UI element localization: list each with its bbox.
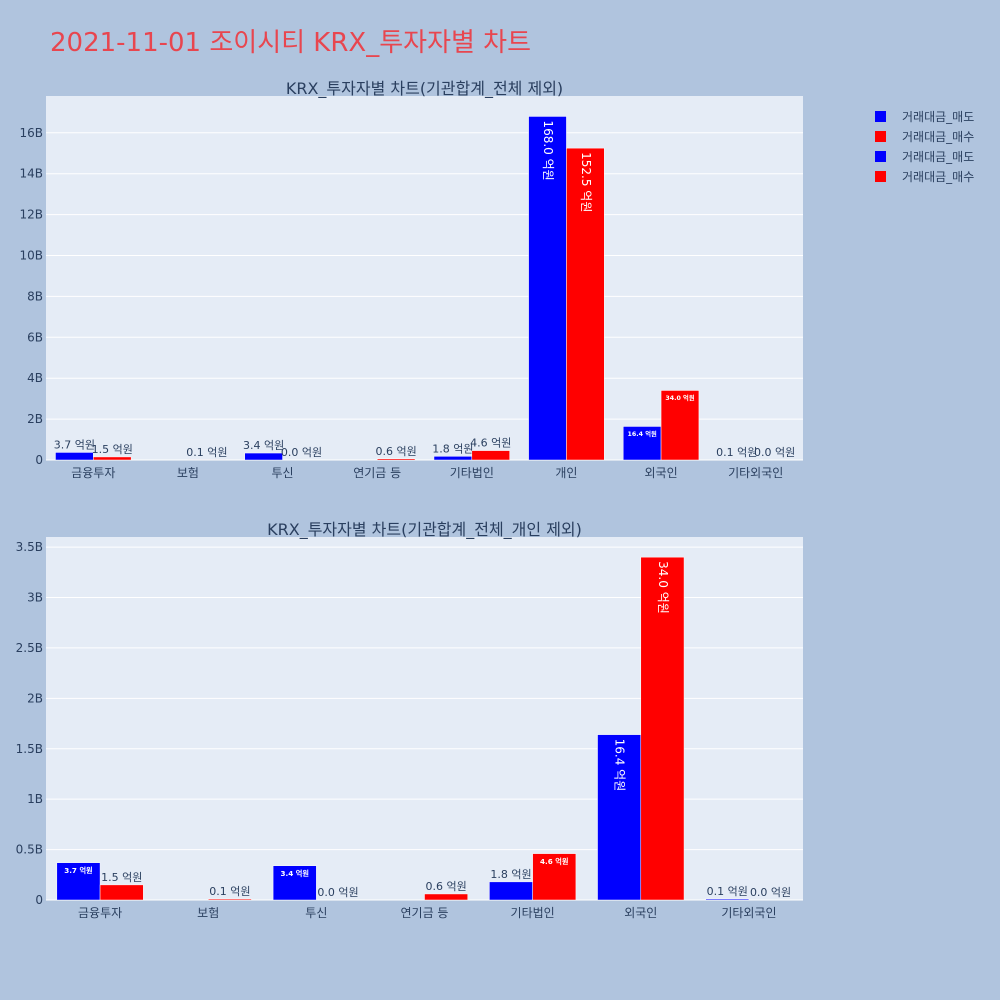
legend-item[interactable]: 거래대금_매도	[875, 106, 974, 126]
chart-title: KRX_투자자별 차트(기관합계_전체 제외)	[286, 79, 563, 99]
plot-area	[46, 537, 803, 900]
data-label: 16.4 억원	[627, 429, 657, 438]
data-label: 0.6 억원	[426, 880, 467, 893]
y-tick-label: 0	[35, 893, 43, 907]
bar	[244, 452, 283, 461]
page-title: 2021-11-01 조이시티 KRX_투자자별 차트	[50, 28, 532, 58]
data-label: 34.0 억원	[665, 393, 695, 402]
y-tick-label: 2B	[27, 412, 43, 426]
legend-item[interactable]: 거래대금_매도	[875, 146, 974, 166]
y-tick-label: 1B	[27, 792, 43, 806]
data-label: 34.0 억원	[656, 561, 670, 614]
bar	[622, 426, 662, 461]
bar	[424, 893, 469, 901]
bar	[93, 456, 132, 461]
data-label: 0.0 억원	[750, 886, 791, 899]
bar	[433, 456, 473, 461]
bar	[640, 556, 685, 901]
bar	[660, 390, 700, 461]
data-label: 1.8 억원	[432, 442, 473, 455]
x-tick-label: 투신	[305, 906, 327, 920]
data-label: 152.5 억원	[579, 152, 593, 212]
legend-swatch	[875, 170, 886, 182]
x-tick-label: 외국인	[624, 906, 657, 920]
x-tick-label: 금융투자	[78, 906, 122, 920]
data-label: 0.1 억원	[716, 446, 757, 459]
legend-label: 거래대금_매수	[902, 129, 975, 144]
x-tick-label: 개인	[555, 466, 577, 480]
x-tick-label: 기타법인	[450, 466, 494, 480]
legend-item[interactable]: 거래대금_매수	[875, 126, 974, 146]
data-label: 0.1 억원	[186, 446, 227, 459]
data-label: 16.4 억원	[613, 739, 627, 792]
legend-label: 거래대금_매수	[902, 169, 975, 184]
data-label: 0.1 억원	[209, 885, 250, 898]
legend-swatch	[875, 130, 886, 142]
y-tick-label: 8B	[27, 289, 43, 303]
data-label: 3.7 억원	[64, 866, 92, 875]
bar	[99, 884, 144, 901]
y-tick-label: 4B	[27, 371, 43, 385]
x-tick-label: 보험	[197, 906, 219, 920]
y-tick-label: 1.5B	[16, 742, 43, 756]
x-tick-label: 금융투자	[71, 466, 115, 480]
y-tick-label: 0	[35, 453, 43, 467]
legend-label: 거래대금_매도	[902, 109, 975, 124]
bar	[207, 898, 252, 901]
bar	[55, 452, 94, 461]
x-tick-label: 기타외국인	[728, 466, 783, 480]
y-tick-label: 2B	[27, 691, 43, 705]
y-tick-label: 12B	[19, 208, 43, 222]
x-tick-label: 기타외국인	[721, 906, 776, 920]
data-label: 4.6 억원	[540, 857, 568, 866]
data-label: 3.4 억원	[280, 869, 308, 878]
data-label: 0.0 억원	[754, 446, 795, 459]
y-tick-label: 2.5B	[16, 641, 43, 655]
data-label: 3.7 억원	[54, 438, 95, 451]
legend-label: 거래대금_매도	[902, 149, 975, 164]
bar	[272, 865, 317, 901]
bar	[376, 458, 416, 461]
data-label: 1.8 억원	[490, 868, 531, 881]
bar	[489, 881, 533, 901]
investor-chart-bottom: 0 0.5B 1B 1.5B 2B 2.5B 3B 3.5B KRX_투자자별 차트(기관합계_…	[16, 520, 803, 920]
legend-item[interactable]: 거래대금_매수	[875, 166, 974, 186]
investor-chart-top: 0 2B 4B 6B 8B 10B 12B 14B 16B KRX_투자자별 차트(기관합계_전체…	[19, 79, 803, 480]
data-label: 0.0 억원	[317, 886, 358, 899]
x-tick-label: 외국인	[645, 466, 678, 480]
bar	[528, 116, 567, 461]
y-tick-label: 14B	[19, 167, 43, 181]
x-tick-label: 연기금 등	[353, 466, 401, 480]
y-tick-label: 10B	[19, 249, 43, 263]
data-label: 1.5 억원	[92, 443, 133, 456]
bar	[532, 853, 577, 901]
y-tick-label: 3.5B	[16, 540, 43, 554]
data-label: 0.0 억원	[281, 446, 322, 459]
y-tick-label: 6B	[27, 330, 43, 344]
chart-legend: 거래대금_매도 거래대금_매수 거래대금_매도 거래대금_매수	[875, 106, 974, 186]
y-tick-label: 16B	[19, 126, 43, 140]
data-label: 0.1 억원	[707, 885, 748, 898]
bar	[705, 898, 750, 901]
bar	[597, 734, 642, 901]
y-tick-label: 3B	[27, 591, 43, 605]
bar	[471, 450, 510, 461]
x-tick-label: 기타법인	[511, 906, 555, 920]
x-tick-label: 보험	[177, 466, 199, 480]
legend-swatch	[875, 110, 886, 122]
x-tick-label: 연기금 등	[401, 906, 449, 920]
data-label: 168.0 억원	[541, 120, 555, 180]
bar	[56, 862, 101, 901]
chart-title: KRX_투자자별 차트(기관합계_전체_개인 제외)	[267, 520, 582, 540]
data-label: 1.5 억원	[101, 871, 142, 884]
bar	[566, 147, 605, 461]
legend-swatch	[875, 150, 886, 162]
data-label: 0.6 억원	[375, 445, 416, 458]
data-label: 4.6 억원	[470, 437, 511, 450]
x-tick-label: 투신	[272, 466, 294, 480]
y-tick-label: 0.5B	[16, 843, 43, 857]
data-label: 3.4 억원	[243, 439, 284, 452]
